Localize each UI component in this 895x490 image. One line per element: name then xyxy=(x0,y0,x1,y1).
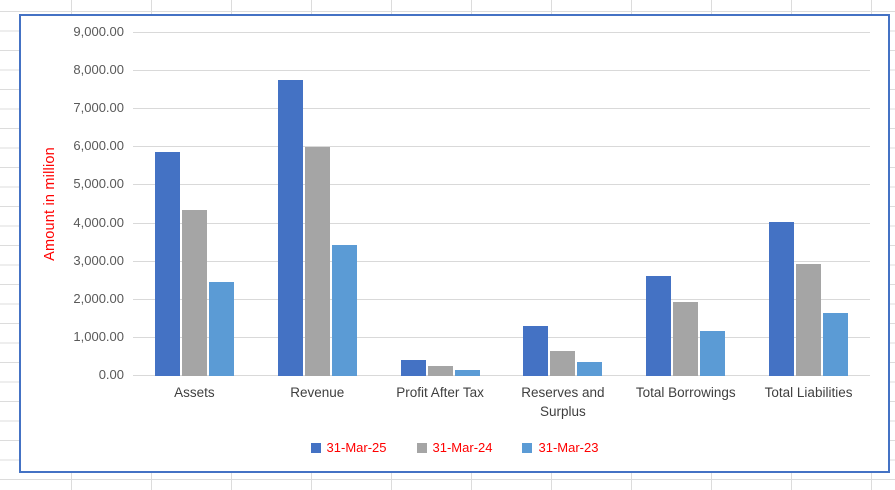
y-axis[interactable]: 0.00 1,000.00 2,000.00 3,000.00 4,000.00 5,00… xyxy=(21,25,124,382)
bar-series-2-category-5[interactable] xyxy=(673,301,699,376)
x-category-label[interactable]: Total Borrowings xyxy=(635,385,736,400)
bar-series-1-category-5[interactable] xyxy=(646,275,672,376)
bar-series-2-category-2[interactable] xyxy=(304,147,330,376)
bar-group-3 xyxy=(379,33,502,376)
bar-series-1-category-4[interactable] xyxy=(523,326,549,376)
gridline xyxy=(133,222,870,224)
legend-item-31-mar-24[interactable]: 31-Mar-24 xyxy=(416,440,493,455)
bar-group-1 xyxy=(133,33,256,376)
bar-series-2-category-4[interactable] xyxy=(550,351,576,376)
gridline xyxy=(133,375,870,376)
y-tick-label: 9,000.00 xyxy=(73,24,124,39)
y-tick-label: 1,000.00 xyxy=(73,328,124,344)
legend-item-31-mar-23[interactable]: 31-Mar-23 xyxy=(522,440,598,455)
bar-group-5 xyxy=(624,33,747,376)
bar-group-4 xyxy=(501,33,624,376)
y-tick-label: 5,000.00 xyxy=(73,176,124,192)
legend-label: 31-Mar-23 xyxy=(538,440,599,455)
bar-series-1-category-1[interactable] xyxy=(154,151,180,376)
gridline xyxy=(133,336,870,338)
y-tick-label: 0.00 xyxy=(98,367,124,382)
bar-series-3-category-4[interactable] xyxy=(577,361,603,376)
bar-group-2 xyxy=(256,33,379,376)
gridline xyxy=(133,108,870,110)
bar-series-1-category-3[interactable] xyxy=(400,360,426,376)
x-category-label[interactable]: Total Liabilities xyxy=(764,385,853,400)
x-category-label[interactable]: Assets xyxy=(174,385,215,400)
bar-series-3-category-5[interactable] xyxy=(700,330,726,376)
x-axis-category-labels[interactable]: Assets Revenue Profit After Tax Reserves an… xyxy=(133,384,870,422)
gridline xyxy=(133,32,870,33)
y-tick-label: 4,000.00 xyxy=(73,214,124,230)
y-tick-label: 8,000.00 xyxy=(73,62,124,78)
y-tick-label: 3,000.00 xyxy=(73,252,124,268)
gridline xyxy=(133,184,870,186)
bar-series-3-category-2[interactable] xyxy=(331,245,357,376)
legend-label: 31-Mar-24 xyxy=(432,440,493,455)
bar-series-1-category-2[interactable] xyxy=(277,79,303,376)
bar-series-3-category-6[interactable] xyxy=(823,312,849,376)
x-category-label[interactable]: Profit After Tax xyxy=(396,385,484,400)
y-tick-label: 6,000.00 xyxy=(73,138,124,154)
gridline xyxy=(133,260,870,262)
chart-legend[interactable]: 31-Mar-25 31-Mar-24 31-Mar-23 xyxy=(21,440,888,455)
bars-layer xyxy=(133,33,870,376)
bar-series-2-category-1[interactable] xyxy=(181,209,207,376)
legend-swatch xyxy=(416,442,427,453)
bar-series-2-category-6[interactable] xyxy=(796,264,822,376)
bar-group-6 xyxy=(747,33,870,376)
legend-swatch xyxy=(522,442,533,453)
bar-series-1-category-6[interactable] xyxy=(769,222,795,376)
bar-series-2-category-3[interactable] xyxy=(427,366,453,376)
legend-item-31-mar-25[interactable]: 31-Mar-25 xyxy=(310,440,387,455)
bar-series-3-category-3[interactable] xyxy=(454,369,480,376)
gridline xyxy=(133,146,870,148)
chart-area[interactable]: Amount in million 0.00 1,000.00 2,000.00 3,… xyxy=(19,14,890,473)
gridline xyxy=(133,70,870,72)
gridline xyxy=(133,298,870,300)
x-category-label[interactable]: Reserves and Surplus xyxy=(521,385,605,419)
legend-label: 31-Mar-25 xyxy=(326,440,387,455)
legend-swatch xyxy=(310,442,321,453)
plot-area[interactable] xyxy=(133,32,870,376)
x-category-label[interactable]: Revenue xyxy=(290,385,345,400)
y-tick-label: 7,000.00 xyxy=(73,100,124,116)
bar-series-3-category-1[interactable] xyxy=(208,281,234,376)
y-tick-label: 2,000.00 xyxy=(73,290,124,306)
